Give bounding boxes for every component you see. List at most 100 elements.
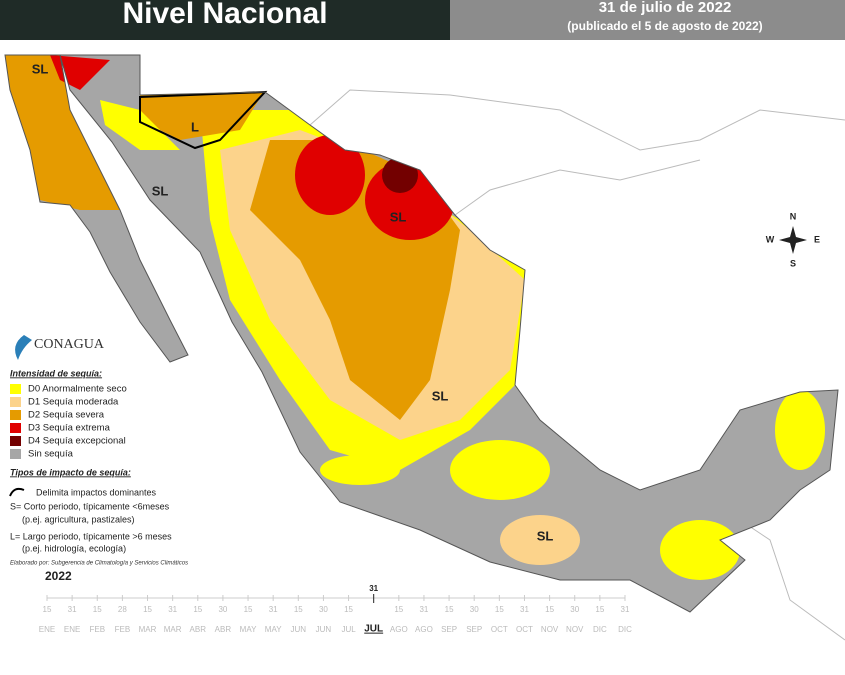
timeline-month: OCT (516, 625, 533, 634)
timeline-day: 15 (595, 605, 604, 614)
timeline-day: 31 (68, 605, 77, 614)
timeline-year: 2022 (45, 569, 72, 583)
legend-label: D4 Sequía excepcional (28, 436, 126, 447)
d0-area (450, 440, 550, 500)
legend-label: D3 Sequía extrema (28, 423, 111, 434)
timeline-month: JUL (364, 624, 383, 635)
impact-label: (p.ej. hidrología, ecología) (22, 543, 126, 553)
timeline-day: 15 (495, 605, 504, 614)
timeline-month: MAR (139, 625, 157, 634)
legend-swatch (10, 410, 21, 420)
timeline-month: DIC (593, 625, 607, 634)
timeline-day: 31 (419, 605, 428, 614)
timeline-month: FEB (115, 625, 131, 634)
map-label: SL (432, 388, 449, 403)
legend-swatch (10, 423, 21, 433)
timeline-day: 15 (43, 605, 52, 614)
timeline-month: ENE (39, 625, 55, 634)
legend-label: D2 Sequía severa (28, 410, 105, 421)
timeline-day: 28 (118, 605, 127, 614)
timeline-day: 30 (470, 605, 479, 614)
d0-area (660, 520, 740, 580)
timeline-day: 31 (369, 584, 378, 593)
timeline-month: ABR (190, 625, 207, 634)
compass-label: S (790, 258, 796, 268)
map-label: SL (152, 183, 169, 198)
header-published: (publicado el 5 de agosto de 2022) (567, 19, 762, 33)
d1-area (500, 515, 580, 565)
legend-label: D1 Sequía moderada (28, 397, 119, 408)
impact-label: S= Corto periodo, típicamente <6meses (10, 501, 170, 511)
logo-icon (15, 335, 33, 360)
timeline-month: JUN (291, 625, 307, 634)
header-date: 31 de julio de 2022 (599, 0, 732, 16)
timeline-month: OCT (491, 625, 508, 634)
timeline-month: ABR (215, 625, 232, 634)
legend-title: Intensidad de sequía: (10, 368, 102, 378)
timeline-day: 15 (394, 605, 403, 614)
timeline-day: 15 (244, 605, 253, 614)
legend-title: Tipos de impacto de sequía: (10, 467, 131, 477)
timeline-month: FEB (89, 625, 105, 634)
timeline-day: 15 (193, 605, 202, 614)
compass-label: E (814, 234, 820, 244)
map-label: SL (32, 61, 49, 76)
timeline-day: 15 (93, 605, 102, 614)
timeline-month: AGO (390, 625, 408, 634)
timeline-month: ENE (64, 625, 80, 634)
legend-swatch (10, 449, 21, 459)
legend-label: Sin sequía (28, 449, 74, 460)
timeline-month: AGO (415, 625, 433, 634)
logo-name: CONAGUA (34, 337, 105, 352)
timeline-month: SEP (441, 625, 457, 634)
timeline-month: NOV (541, 625, 559, 634)
header-right (450, 0, 845, 40)
d2-area (140, 90, 265, 140)
credit: Elaborado por: Subgerencia de Climatolog… (10, 561, 188, 567)
d3-area (295, 135, 365, 215)
map-label: SL (537, 528, 554, 543)
d2-area (5, 55, 120, 210)
timeline-month: MAY (265, 625, 282, 634)
timeline-month: JUN (316, 625, 332, 634)
timeline-day: 15 (545, 605, 554, 614)
compass-rose (779, 226, 807, 254)
timeline-day: 31 (520, 605, 529, 614)
impact-symbol (9, 487, 25, 497)
timeline-day: 30 (319, 605, 328, 614)
compass-label: W (766, 234, 775, 244)
country-outline (4, 54, 839, 613)
impact-label: Delimita impactos dominantes (36, 487, 157, 497)
timeline-month: MAY (240, 625, 257, 634)
header-left (0, 0, 450, 40)
timeline-month: NOV (566, 625, 584, 634)
legend-swatch (10, 436, 21, 446)
legend-swatch (10, 397, 21, 407)
timeline-day: 15 (143, 605, 152, 614)
timeline-day: 15 (294, 605, 303, 614)
compass-label: N (790, 211, 797, 221)
header-title: Nivel Nacional (122, 0, 327, 30)
timeline-day: 15 (344, 605, 353, 614)
map-label: SL (390, 209, 407, 224)
timeline-day: 31 (621, 605, 630, 614)
d0-area (775, 390, 825, 470)
timeline-day: 31 (269, 605, 278, 614)
impact-label: L= Largo periodo, típicamente >6 meses (10, 531, 172, 541)
map-label: L (191, 119, 199, 134)
timeline-day: 30 (218, 605, 227, 614)
timeline-month: SEP (466, 625, 482, 634)
impact-label: (p.ej. agricultura, pastizales) (22, 514, 135, 524)
timeline-month: JUL (341, 625, 356, 634)
timeline-day: 30 (570, 605, 579, 614)
legend-swatch (10, 384, 21, 394)
d0-area (100, 100, 180, 150)
d0-area (320, 455, 400, 485)
legend-label: D0 Anormalmente seco (28, 384, 127, 395)
timeline-day: 15 (445, 605, 454, 614)
timeline-month: MAR (164, 625, 182, 634)
timeline-day: 31 (168, 605, 177, 614)
timeline-month: DIC (618, 625, 632, 634)
